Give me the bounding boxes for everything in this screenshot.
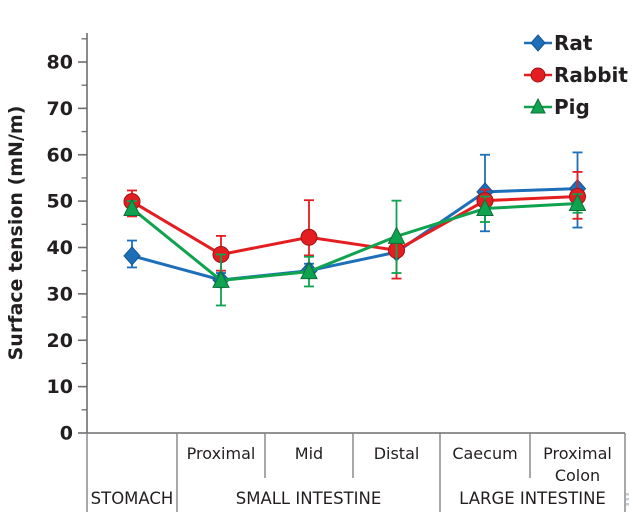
region-label: STOMACH (91, 489, 174, 508)
triangle-marker (123, 198, 141, 217)
triangle-marker (300, 261, 318, 280)
series-line (131, 201, 578, 282)
legend-item-rabbit: Rabbit (524, 63, 628, 87)
triangle-marker (476, 198, 494, 217)
triangle-marker (530, 97, 546, 114)
diamond-marker (123, 246, 141, 266)
y-tick-label: 50 (47, 191, 73, 213)
y-tick-label: 40 (47, 237, 73, 259)
y-tick-label: 70 (47, 98, 73, 120)
region-label: LARGE INTESTINE (459, 489, 606, 508)
legend: Rat Rabbit Pig (524, 31, 628, 119)
legend-label: Rabbit (554, 63, 628, 87)
category-label: Proximal Colon (543, 444, 612, 485)
y-tick-label: 10 (47, 376, 73, 398)
legend-label: Pig (554, 95, 590, 119)
y-tick-label: 0 (60, 423, 73, 445)
y-axis-title: Surface tension (mN/m) (5, 106, 27, 361)
y-tick-label: 30 (47, 283, 73, 305)
triangle-marker (387, 226, 406, 244)
series-line (131, 187, 578, 282)
series-pig (123, 193, 587, 307)
legend-item-pig: Pig (524, 95, 590, 119)
circle-marker (530, 67, 546, 83)
legend-label: Rat (554, 31, 593, 55)
category-label: Caecum (452, 444, 517, 463)
category-label: Distal (374, 444, 420, 463)
series-line (131, 194, 578, 257)
category-label: Mid (295, 444, 323, 463)
edge-artifact-dots (626, 493, 629, 506)
chart-generated-content: 0 10 20 30 40 50 60 70 80 Proximal Mid Distal Caecum… (47, 31, 628, 512)
legend-item-rat: Rat (524, 31, 593, 55)
series-rat (123, 151, 587, 290)
triangle-marker (568, 193, 587, 211)
diamond-marker (530, 34, 546, 52)
y-tick-label: 60 (47, 144, 73, 166)
error-bar (304, 199, 314, 257)
circle-marker (300, 228, 318, 246)
triangle-marker (212, 270, 230, 288)
region-label: SMALL INTESTINE (236, 489, 382, 508)
series-rabbit (123, 171, 586, 280)
y-tick-label: 80 (47, 52, 73, 74)
category-label: Proximal (187, 444, 256, 463)
y-tick-label: 20 (47, 330, 73, 352)
